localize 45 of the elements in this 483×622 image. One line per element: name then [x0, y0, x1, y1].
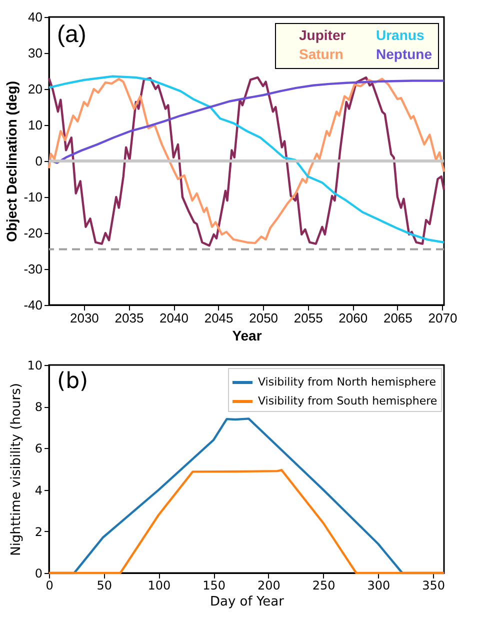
y-tick-label: 6 [34, 442, 42, 456]
annotation: (b) [57, 369, 88, 394]
x-axis-title: Day of Year [210, 594, 285, 610]
y-tick-label: -20 [24, 226, 42, 240]
y-tick-label: 10 [27, 358, 42, 372]
y-tick-label: 0 [35, 154, 42, 168]
x-tick-label: 2050 [249, 310, 278, 326]
x-tick-label: 150 [202, 578, 226, 592]
x-tick-label: 250 [312, 578, 336, 592]
y-tick-label: 0 [34, 566, 42, 580]
x-tick-label: 2035 [114, 310, 144, 326]
y-axis-title: Object Declination (deg) [4, 80, 20, 242]
x-tick-label: 2055 [294, 310, 323, 326]
y-axis-title: Nighttime visibility (hours) [9, 383, 24, 556]
x-tick-label: 350 [422, 578, 445, 592]
y-tick-label: 30 [28, 46, 42, 60]
y-tick-label: 4 [34, 483, 42, 498]
y-tick-label: 20 [28, 82, 42, 96]
x-tick-label: 200 [257, 578, 280, 592]
text: Uranus [376, 27, 424, 43]
legend-label: Visibility from South hemisphere [258, 394, 438, 408]
y-tick-label: -30 [24, 262, 42, 276]
x-tick-label: 0 [46, 578, 54, 592]
y-tick-label: -10 [24, 190, 42, 204]
y-tick-label: -40 [24, 298, 42, 312]
x-tick-label: 100 [148, 578, 171, 592]
series-label: Saturn [299, 46, 344, 62]
text: Jupiter [299, 27, 346, 43]
x-tick-label: 2070 [428, 310, 458, 326]
x-tick-label: 2030 [70, 310, 99, 326]
x-tick-label: 2065 [383, 310, 412, 326]
x-tick-label: 2040 [160, 310, 188, 326]
x-tick-label: 2045 [204, 310, 234, 326]
x-axis-title: Year [232, 328, 262, 344]
annotation: (a) [57, 21, 86, 48]
y-tick-label: 2 [34, 524, 42, 539]
line-series [48, 80, 446, 164]
x-tick-label: 50 [96, 578, 112, 592]
x-tick-label: 2060 [338, 310, 368, 326]
y-tick-label: 10 [28, 118, 42, 132]
legend-label: Visibility from North hemisphere [258, 376, 436, 388]
series-label: Neptune [376, 46, 432, 62]
y-tick-label: 8 [34, 400, 42, 414]
x-tick-label: 300 [367, 578, 390, 592]
y-tick-label: 40 [28, 10, 42, 24]
